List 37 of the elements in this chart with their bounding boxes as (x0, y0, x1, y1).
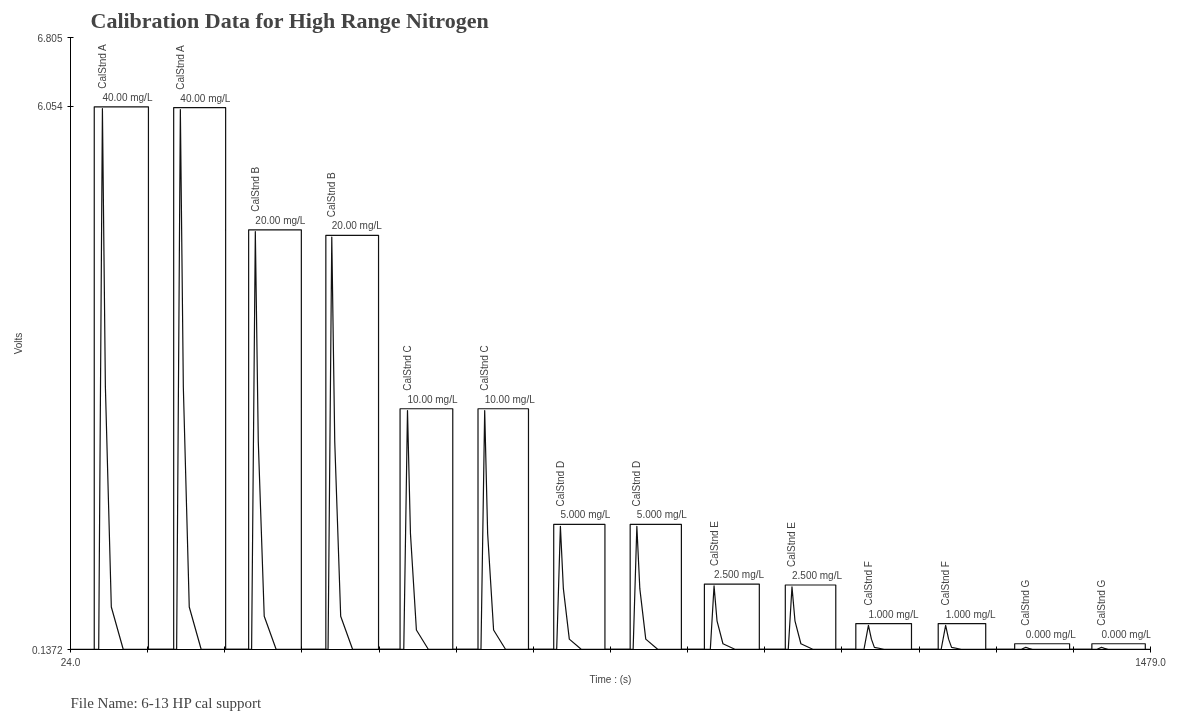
annotation: 2.500 mg/L (791, 569, 843, 581)
annotation: CalStnd G (1020, 579, 1032, 626)
chart-title: Calibration Data for High Range Nitrogen (90, 7, 489, 33)
annotation: 40.00 mg/L (102, 91, 153, 103)
annotation: 5.000 mg/L (636, 509, 688, 521)
y-tick-label: 0.1372 (31, 644, 63, 656)
annotation: 5.000 mg/L (560, 509, 611, 521)
annotation: CalStnd D (631, 460, 643, 507)
annotation: CalStnd G (1096, 579, 1108, 626)
annotation: CalStnd C (401, 345, 413, 391)
annotation: 1.000 mg/L (945, 608, 997, 620)
annotation: 40.00 mg/L (180, 92, 231, 104)
annotation: 20.00 mg/L (255, 214, 306, 226)
text: File Name: 6-13 HP cal support (70, 694, 262, 711)
annotation: CalStnd D (554, 460, 566, 507)
annotation: CalStnd B (326, 171, 338, 218)
annotation: 0.000 mg/L (1101, 628, 1152, 640)
annotation: 10.00 mg/L (407, 393, 458, 405)
x-tick-label: 24.0 (60, 656, 81, 668)
annotation: CalStnd F (862, 561, 874, 606)
annotation: CalStnd B (249, 166, 261, 212)
y-tick-label: 6.805 (37, 32, 63, 44)
y-axis-title: Volts (12, 332, 24, 355)
annotation: 2.500 mg/L (714, 569, 765, 581)
annotation: CalStnd A (174, 44, 186, 90)
annotation: CalStnd E (708, 520, 720, 567)
annotation: CalStnd A (96, 43, 108, 89)
annotation: CalStnd C (479, 345, 491, 391)
annotation: 10.00 mg/L (484, 393, 536, 405)
annotation: 20.00 mg/L (331, 220, 383, 232)
annotation: 0.000 mg/L (1025, 628, 1077, 640)
annotation: CalStnd F (940, 561, 952, 606)
annotation: CalStnd E (786, 521, 798, 567)
x-axis-title: Time : (s) (589, 673, 632, 685)
y-tick-label: 6.054 (37, 101, 63, 113)
annotation: 1.000 mg/L (868, 608, 919, 620)
x-tick-label: 1479.0 (1135, 656, 1167, 668)
